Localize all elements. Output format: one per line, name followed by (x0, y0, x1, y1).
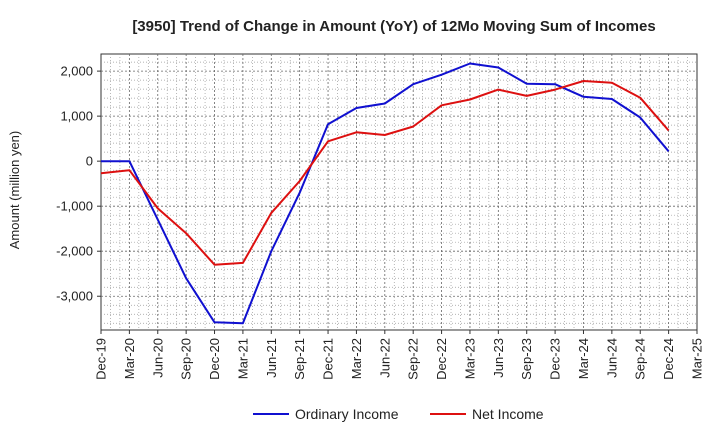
x-tick-label: Mar-20 (122, 338, 137, 379)
x-tick-label: Jun-24 (604, 338, 619, 378)
x-tick-label: Dec-19 (94, 338, 109, 380)
y-tick-labels: 2,000 1,000 0 -1,000 -2,000 -3,000 (56, 64, 93, 304)
y-tick-label: 1,000 (60, 109, 93, 124)
y-tick-label: 2,000 (60, 64, 93, 79)
legend-label: Ordinary Income (295, 406, 399, 422)
series-line-1 (100, 80, 670, 266)
x-tick-label: Dec-23 (548, 338, 563, 380)
y-tick-label: -1,000 (56, 199, 93, 214)
y-tick-label: 0 (86, 154, 93, 169)
x-tick-label: Dec-21 (321, 338, 336, 380)
x-tick-labels: Dec-19 Mar-20 Jun-20 Sep-20 Dec-20 Mar-21 Jun-… (94, 338, 705, 380)
x-tick-label: Mar-25 (690, 338, 705, 379)
x-tick-label: Mar-22 (349, 338, 364, 379)
series-line-0 (101, 62, 670, 325)
x-tick-label: Sep-20 (179, 338, 194, 380)
x-tick-label: Mar-21 (235, 338, 250, 379)
x-tick-label: Sep-22 (406, 338, 421, 380)
x-tick-label: Sep-23 (519, 338, 534, 380)
x-tick-label: Jun-21 (264, 338, 279, 378)
plot-area (100, 53, 698, 331)
series-layer (100, 62, 670, 325)
x-tick-label: Jun-20 (150, 338, 165, 378)
legend: Ordinary Income Net Income (253, 406, 544, 422)
x-tick-label: Dec-22 (434, 338, 449, 380)
y-axis-label: Amount (million yen) (7, 131, 22, 250)
x-tick-label: Sep-21 (292, 338, 307, 380)
y-tick-label: -3,000 (56, 289, 93, 304)
x-tick-label: Sep-24 (633, 338, 648, 380)
x-tick-label: Dec-24 (661, 338, 676, 380)
legend-label: Net Income (472, 406, 544, 422)
y-tick-label: -2,000 (56, 244, 93, 259)
grid (97, 54, 698, 334)
x-tick-label: Mar-24 (576, 338, 591, 379)
plot-frame (100, 53, 698, 331)
x-tick-label: Mar-23 (462, 338, 477, 379)
x-tick-label: Jun-23 (491, 338, 506, 378)
x-tick-label: Jun-22 (377, 338, 392, 378)
x-tick-label: Dec-20 (207, 338, 222, 380)
chart-title: [3950] Trend of Change in Amount (YoY) o… (132, 18, 655, 35)
